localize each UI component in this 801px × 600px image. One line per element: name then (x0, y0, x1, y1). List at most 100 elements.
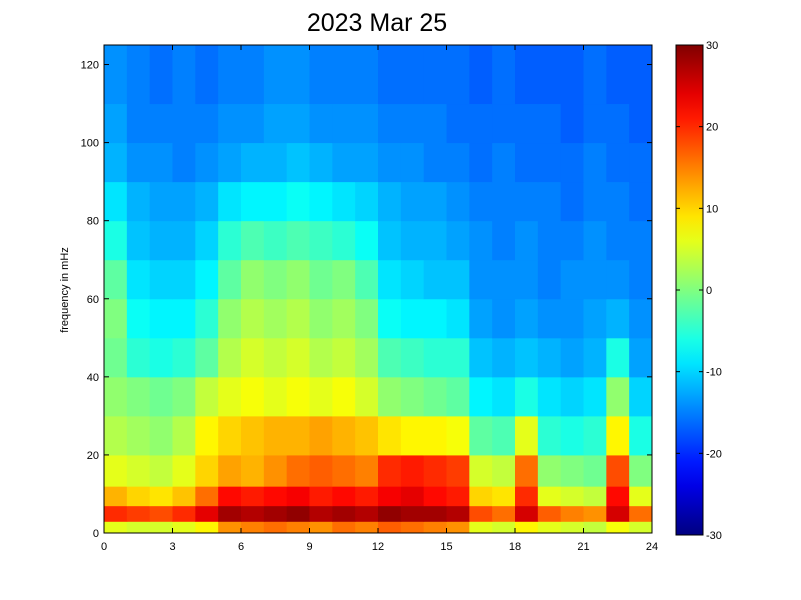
heatmap-cell (515, 376, 539, 417)
heatmap-cell (241, 415, 265, 456)
heatmap-cell (309, 103, 333, 144)
x-tick-label: 15 (440, 541, 452, 553)
heatmap-cell (560, 103, 584, 144)
heatmap-cell (400, 259, 425, 300)
heatmap-cell (378, 181, 402, 222)
heatmap-cell (606, 142, 630, 183)
heatmap-cell (515, 259, 539, 300)
heatmap-cell (492, 142, 516, 183)
heatmap-cell (423, 142, 447, 183)
heatmap-cell (355, 454, 379, 487)
heatmap-cell (332, 505, 356, 522)
heatmap-cell (469, 142, 493, 183)
heatmap-cell (149, 45, 173, 105)
heatmap-cell (423, 259, 447, 300)
heatmap-cell (583, 181, 607, 222)
heatmap-cell (309, 181, 333, 222)
colorbar-tick-label: 30 (706, 40, 718, 52)
heatmap-cell (629, 486, 653, 507)
heatmap-cell (515, 181, 539, 222)
heatmap-cell (241, 337, 265, 378)
heatmap-cell (332, 259, 356, 300)
heatmap-cell (537, 337, 562, 378)
heatmap-cell (355, 181, 379, 222)
heatmap-cell (469, 181, 493, 222)
heatmap-cell (378, 376, 402, 417)
heatmap-cell (309, 220, 333, 261)
heatmap-cell (126, 103, 151, 144)
heatmap-cell (286, 181, 310, 222)
heatmap-cell (172, 259, 196, 300)
heatmap-cell (149, 337, 173, 378)
heatmap-cell (537, 415, 562, 456)
heatmap-cell (126, 521, 151, 534)
heatmap-cell (537, 505, 562, 522)
heatmap-cell (629, 337, 653, 378)
heatmap-cell (606, 220, 630, 261)
heatmap-cell (263, 181, 288, 222)
heatmap-cell (446, 298, 470, 339)
heatmap-cell (172, 415, 196, 456)
heatmap-cell (332, 521, 356, 534)
heatmap-cell (355, 259, 379, 300)
heatmap-cell (149, 505, 173, 522)
heatmap-cell (400, 142, 425, 183)
heatmap-cell (629, 298, 653, 339)
heatmap-cell (332, 486, 356, 507)
heatmap-cell (126, 505, 151, 522)
heatmap-cell (149, 454, 173, 487)
heatmap-cell (537, 486, 562, 507)
heatmap-cell (469, 454, 493, 487)
heatmap-cell (104, 505, 128, 522)
heatmap-cell (218, 505, 242, 522)
heatmap-cell (263, 259, 288, 300)
heatmap-cell (241, 181, 265, 222)
heatmap-cell (469, 103, 493, 144)
heatmap-cell (537, 521, 562, 534)
heatmap-cell (263, 142, 288, 183)
heatmap-cell (606, 376, 630, 417)
heatmap-cell (195, 103, 219, 144)
heatmap-cell (378, 45, 402, 105)
heatmap-cell (378, 415, 402, 456)
heatmap-cell (492, 181, 516, 222)
heatmap-cell (583, 45, 607, 105)
heatmap-cell (446, 454, 470, 487)
heatmap-cell (469, 298, 493, 339)
heatmap-cell (172, 521, 196, 534)
heatmap-cell (126, 259, 151, 300)
heatmap-cell (560, 521, 584, 534)
heatmap-cell (195, 505, 219, 522)
heatmap-cell (195, 337, 219, 378)
heatmap-cell (332, 376, 356, 417)
heatmap-cell (515, 415, 539, 456)
heatmap-cell (378, 337, 402, 378)
heatmap-cell (218, 486, 242, 507)
heatmap-cell (515, 486, 539, 507)
y-tick-label: 100 (81, 138, 99, 150)
heatmap-cell (355, 486, 379, 507)
heatmap-cell (583, 486, 607, 507)
heatmap-cell (492, 103, 516, 144)
heatmap-cell (629, 376, 653, 417)
heatmap-cell (560, 376, 584, 417)
heatmap-cell (560, 259, 584, 300)
heatmap-cell (218, 415, 242, 456)
heatmap-cell (606, 298, 630, 339)
heatmap-cell (560, 45, 584, 105)
heatmap-cell (446, 220, 470, 261)
heatmap-cell (537, 45, 562, 105)
heatmap-cell (149, 181, 173, 222)
heatmap-cell (172, 181, 196, 222)
heatmap-cell (423, 454, 447, 487)
heatmap-cell (423, 521, 447, 534)
heatmap-cell (104, 454, 128, 487)
heatmap-cell (560, 220, 584, 261)
heatmap-cell (218, 521, 242, 534)
heatmap-cell (469, 521, 493, 534)
heatmap-cell (537, 298, 562, 339)
heatmap-cell (446, 142, 470, 183)
heatmap-cell (537, 376, 562, 417)
heatmap-cell (515, 45, 539, 105)
y-tick-label: 0 (93, 528, 99, 540)
